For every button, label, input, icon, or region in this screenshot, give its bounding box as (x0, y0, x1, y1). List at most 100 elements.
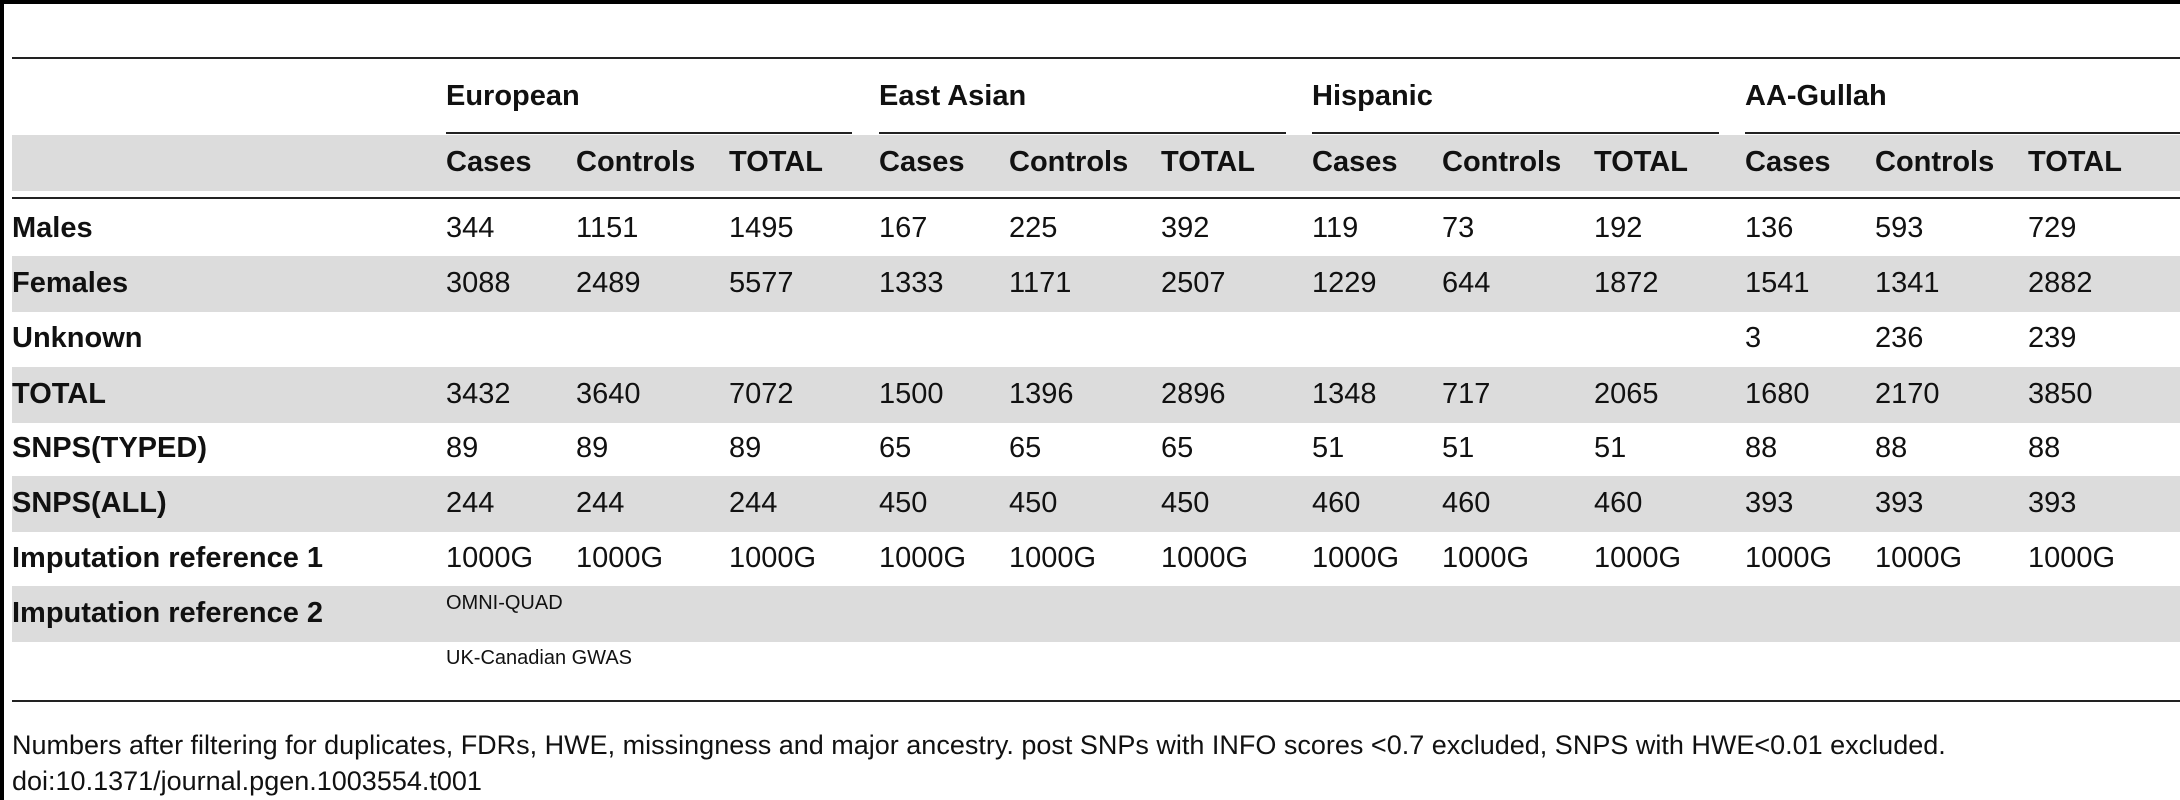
subheader-total: TOTAL (729, 146, 823, 178)
table-cell: 450 (1161, 487, 1210, 519)
table-cell: 1872 (1594, 267, 1659, 299)
table-cell: 89 (446, 432, 479, 464)
table-cell: 729 (2028, 212, 2077, 244)
row-shade-imputation-2 (12, 586, 2180, 642)
table-cell: 2489 (576, 267, 641, 299)
table-cell: 244 (729, 487, 778, 519)
table-cell: 393 (1745, 487, 1794, 519)
table-cell: 88 (1875, 432, 1908, 464)
table-cell: 51 (1312, 432, 1345, 464)
subheader-controls: Controls (1442, 146, 1562, 178)
row-label-snps-typed: SNPS(TYPED) (12, 432, 207, 464)
table-cell: 239 (2028, 322, 2077, 354)
row-shade-snps-all (12, 476, 2180, 532)
subheader-total: TOTAL (2028, 146, 2122, 178)
table-cell: 65 (879, 432, 912, 464)
table-cell: 51 (1594, 432, 1627, 464)
table-cell: 593 (1875, 212, 1924, 244)
table-cell: 2170 (1875, 378, 1940, 410)
row-label-total: TOTAL (12, 378, 106, 410)
subheader-cases: Cases (1312, 146, 1398, 178)
table-cell: 1000G (1312, 542, 1400, 574)
subheader-cases: Cases (1745, 146, 1831, 178)
table-cell: 89 (576, 432, 609, 464)
table-cell: 344 (446, 212, 495, 244)
table-cell: 1000G (1442, 542, 1530, 574)
table-cell: 1000G (1161, 542, 1249, 574)
table-cell: 244 (446, 487, 495, 519)
group-header-east-asian: East Asian (879, 80, 1027, 112)
table-cell: 2507 (1161, 267, 1226, 299)
table-bottom-rule (12, 700, 2180, 702)
table-cell: 244 (576, 487, 625, 519)
table-cell: 1348 (1312, 378, 1377, 410)
subheader-controls: Controls (1875, 146, 1995, 178)
table-cell: 2882 (2028, 267, 2093, 299)
table-cell: 65 (1009, 432, 1042, 464)
subheader-cases: Cases (879, 146, 965, 178)
table-cell: 236 (1875, 322, 1924, 354)
table-cell: 88 (2028, 432, 2061, 464)
subheader-controls: Controls (576, 146, 696, 178)
subheader-total: TOTAL (1594, 146, 1688, 178)
row-label-imputation-reference-1: Imputation reference 1 (12, 542, 324, 574)
row-label-unknown: Unknown (12, 322, 143, 354)
table-cell: 1229 (1312, 267, 1377, 299)
group-header-hispanic: Hispanic (1312, 80, 1433, 112)
table-cell: 1000G (446, 542, 534, 574)
table-cell: 5577 (729, 267, 794, 299)
table-cell: 460 (1594, 487, 1643, 519)
table-cell: 1680 (1745, 378, 1810, 410)
table-cell: 392 (1161, 212, 1210, 244)
subheader-total: TOTAL (1161, 146, 1255, 178)
table-cell: 3850 (2028, 378, 2093, 410)
row-label-females: Females (12, 267, 129, 299)
table-cell: 1495 (729, 212, 794, 244)
table-cell: 450 (879, 487, 928, 519)
table-top-rule (12, 57, 2180, 59)
table-cell: 460 (1312, 487, 1361, 519)
table-cell: 119 (1312, 212, 1359, 244)
table-cell: 1151 (576, 212, 639, 244)
table-cell: 1341 (1875, 267, 1940, 299)
table-cell: 1000G (1594, 542, 1682, 574)
table-cell: 1171 (1009, 267, 1072, 299)
table-cell: 65 (1161, 432, 1194, 464)
table-cell: 167 (879, 212, 928, 244)
table-cell: 136 (1745, 212, 1794, 244)
group-rule-european (446, 132, 852, 134)
header-bottom-rule (12, 197, 2180, 199)
table-cell: 89 (729, 432, 762, 464)
table-cell: 3088 (446, 267, 511, 299)
table-cell: 3640 (576, 378, 641, 410)
table-cell: 1000G (1745, 542, 1833, 574)
table-cell: 1000G (576, 542, 664, 574)
subheader-controls: Controls (1009, 146, 1129, 178)
table-cell: 192 (1594, 212, 1643, 244)
table-cell: 88 (1745, 432, 1778, 464)
table-cell: 717 (1442, 378, 1491, 410)
table-cell: 460 (1442, 487, 1491, 519)
subheader-row-shade (12, 135, 2180, 191)
imputation-reference-2-uk-canadian: UK-Canadian GWAS (446, 647, 632, 669)
frame-top-border (0, 0, 2180, 4)
table-cell: 7072 (729, 378, 794, 410)
table-cell: 1500 (879, 378, 944, 410)
table-cell: 393 (2028, 487, 2077, 519)
group-rule-aa-gullah (1745, 132, 2180, 134)
table-cell: 1000G (879, 542, 967, 574)
row-label-males: Males (12, 212, 93, 244)
table-cell: 644 (1442, 267, 1491, 299)
row-label-imputation-reference-2: Imputation reference 2 (12, 597, 324, 629)
doi-line: doi:10.1371/journal.pgen.1003554.t001 (12, 766, 482, 796)
table-cell: 1333 (879, 267, 944, 299)
table-cell: 1541 (1745, 267, 1810, 299)
table-cell: 3432 (446, 378, 511, 410)
row-shade-total (12, 367, 2180, 423)
table-cell: 51 (1442, 432, 1475, 464)
group-header-european: European (446, 80, 580, 112)
group-rule-hispanic (1312, 132, 1719, 134)
table-footnote: Numbers after filtering for duplicates, … (12, 730, 1946, 760)
table-cell: 1396 (1009, 378, 1074, 410)
table-cell: 1000G (729, 542, 817, 574)
